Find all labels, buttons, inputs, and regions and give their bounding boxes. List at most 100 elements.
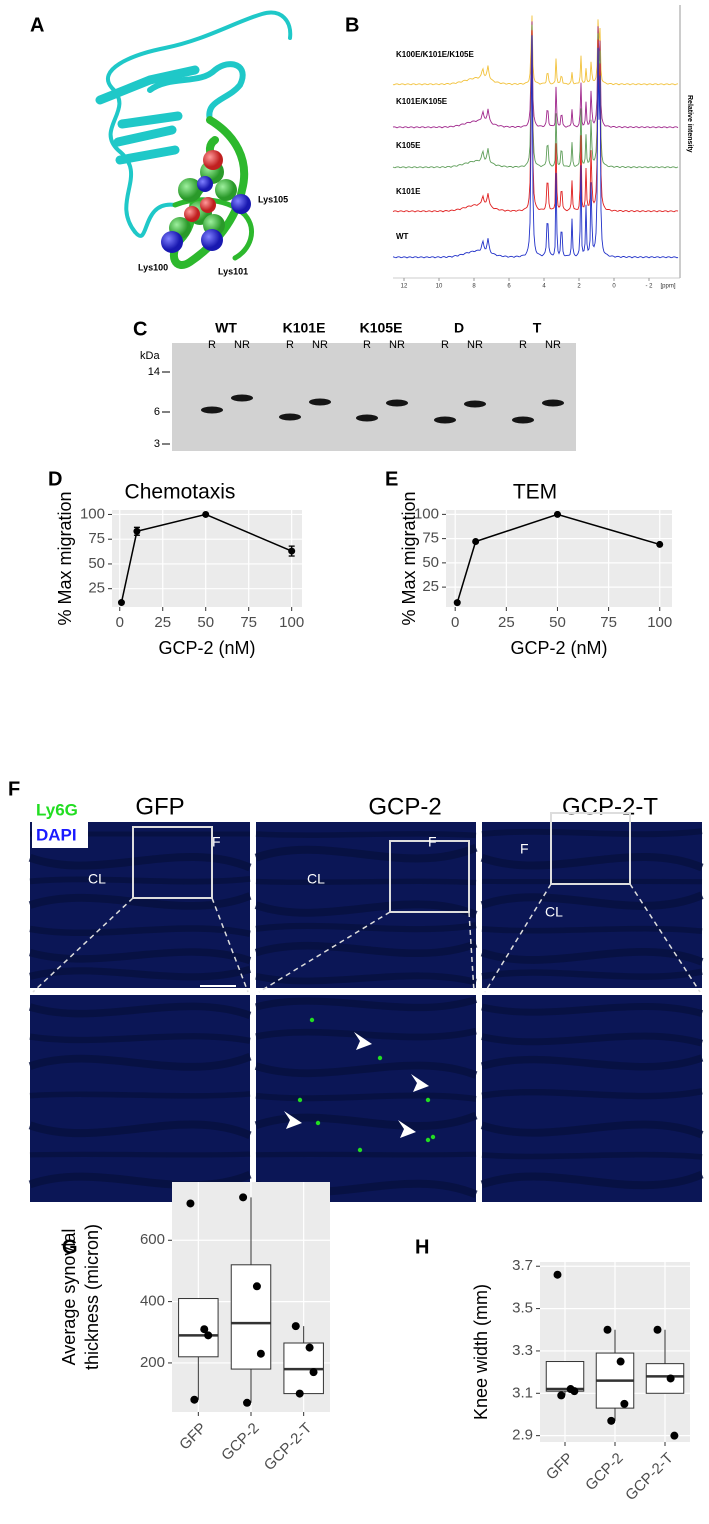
lane-condition: NR	[545, 339, 561, 351]
x-tick-label: 75	[240, 614, 257, 631]
panel-label: E	[385, 468, 398, 490]
y-tick-label: 25	[422, 578, 439, 595]
x-tick-label: 0	[116, 614, 124, 631]
box	[179, 1299, 219, 1357]
lane-label: D	[454, 320, 464, 336]
y-tick-label: 75	[88, 530, 105, 547]
tissue-texture	[30, 1154, 250, 1155]
trace-label: K105E	[396, 141, 421, 150]
y-tick-label: 3.3	[512, 1342, 533, 1359]
column-title: GCP-2-T	[562, 793, 658, 820]
gel-band	[464, 401, 486, 408]
y-tick-label: 400	[140, 1293, 165, 1310]
gel-unit: kDa	[140, 350, 160, 362]
ly6g-signal	[426, 1138, 430, 1142]
data-point	[670, 1432, 678, 1440]
data-point	[667, 1374, 675, 1382]
data-point	[310, 1368, 318, 1376]
data-point	[190, 1396, 198, 1404]
lane-condition: NR	[234, 339, 250, 351]
x-tick-label: 75	[600, 614, 617, 631]
region-label: F	[212, 834, 221, 850]
data-point	[288, 548, 295, 555]
plot-background	[112, 510, 302, 607]
ppm-tick-label: 4	[542, 284, 546, 290]
ppm-unit: [ppm]	[660, 284, 675, 290]
x-tick-label: 25	[154, 614, 171, 631]
protein-structure	[100, 13, 290, 265]
x-tick-label: 50	[197, 614, 214, 631]
x-tick-label: 0	[451, 614, 459, 631]
tissue-texture	[482, 929, 702, 932]
trace-label: K100E/K101E/K105E	[396, 50, 474, 59]
data-point	[239, 1193, 247, 1201]
y-tick-label: 50	[422, 554, 439, 571]
data-point	[620, 1400, 628, 1408]
stain-label: Ly6G	[36, 800, 78, 819]
panel-label: A	[30, 14, 44, 36]
panel-label: C	[133, 318, 147, 340]
data-point	[296, 1390, 304, 1398]
region-label: CL	[88, 871, 106, 887]
lane-label: K101E	[283, 320, 326, 336]
data-point	[118, 599, 125, 606]
marker-label: 6	[154, 406, 160, 418]
ly6g-signal	[426, 1098, 430, 1102]
gel-band	[386, 400, 408, 407]
tissue-texture	[30, 1094, 250, 1096]
lane-label: K105E	[360, 320, 403, 336]
y-axis-title: % Max migration	[55, 491, 75, 625]
data-point	[186, 1199, 194, 1207]
gel-band	[279, 414, 301, 421]
data-point	[202, 511, 209, 518]
data-point	[133, 528, 140, 535]
x-tick-label: GCP-2	[582, 1450, 626, 1494]
lane-condition: R	[519, 339, 527, 351]
y-tick-label: 200	[140, 1354, 165, 1371]
data-point	[656, 541, 663, 548]
data-point	[204, 1331, 212, 1339]
spectrum-y-label: Relative intensity	[686, 95, 693, 153]
spectrum-trace	[393, 35, 678, 258]
box	[646, 1364, 684, 1394]
lane-condition: NR	[312, 339, 328, 351]
ppm-tick-label: 6	[507, 284, 511, 290]
ly6g-signal	[310, 1018, 314, 1022]
region-label: F	[428, 834, 437, 850]
trace-label: WT	[396, 232, 409, 241]
ppm-tick-label: 0	[612, 284, 616, 290]
lane-label: T	[533, 320, 542, 336]
data-point	[292, 1322, 300, 1330]
ppm-tick-label: 2	[577, 284, 581, 290]
lane-condition: NR	[467, 339, 483, 351]
y-axis-title: Average synovial	[59, 1229, 79, 1366]
column-title: GFP	[135, 793, 184, 820]
ppm-tick-label: - 2	[645, 284, 653, 290]
region-label: F	[520, 841, 529, 857]
x-tick-label: GFP	[176, 1420, 210, 1454]
tissue-texture	[482, 831, 702, 834]
y-tick-label: 50	[88, 555, 105, 572]
data-point	[554, 1271, 562, 1279]
y-axis-title: Knee width (mm)	[471, 1284, 491, 1420]
x-axis-title: GCP-2 (nM)	[510, 638, 607, 658]
data-point	[604, 1326, 612, 1334]
data-point	[607, 1417, 615, 1425]
plot-background	[446, 510, 672, 607]
data-point	[253, 1282, 261, 1290]
box	[546, 1362, 584, 1392]
spectrum-trace	[393, 21, 678, 128]
trace-label: K101E	[396, 187, 421, 196]
gel-band	[542, 400, 564, 407]
y-tick-label: 25	[88, 580, 105, 597]
data-point	[454, 599, 461, 606]
tissue-texture	[256, 1095, 476, 1098]
y-tick-label: 3.1	[512, 1384, 533, 1401]
ly6g-signal	[358, 1148, 362, 1152]
lane-label: WT	[215, 320, 237, 336]
ly6g-signal	[316, 1121, 320, 1125]
panel-label: B	[345, 14, 359, 36]
ppm-tick-label: 8	[472, 284, 476, 290]
trace-label: K101E/K105E	[396, 97, 448, 106]
x-tick-label: 100	[647, 614, 672, 631]
